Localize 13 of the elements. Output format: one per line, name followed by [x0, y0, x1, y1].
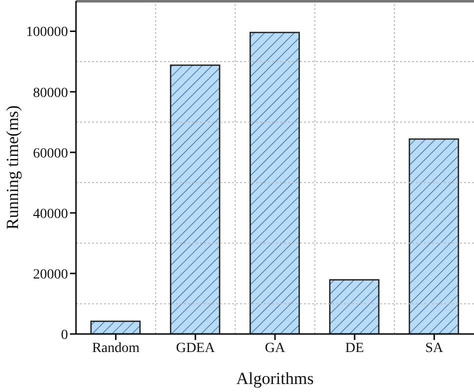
y-tick-label: 20000	[33, 267, 68, 282]
x-tick-label: SA	[425, 340, 444, 356]
y-tick-label: 60000	[33, 146, 68, 162]
y-tick-label: 80000	[33, 86, 68, 101]
x-tick-label: Random	[92, 340, 140, 356]
y-tick-label: 100000	[26, 25, 68, 40]
y-tick-label: 0	[61, 328, 68, 343]
x-tick-label: GDEA	[176, 340, 216, 356]
x-tick-label: GA	[264, 340, 286, 356]
x-tick-label: DE	[345, 340, 364, 356]
y-tick-label: 40000	[33, 206, 68, 222]
y-axis-title: Running time(ms)	[3, 105, 22, 230]
x-axis-title: Algorithms	[236, 369, 314, 388]
